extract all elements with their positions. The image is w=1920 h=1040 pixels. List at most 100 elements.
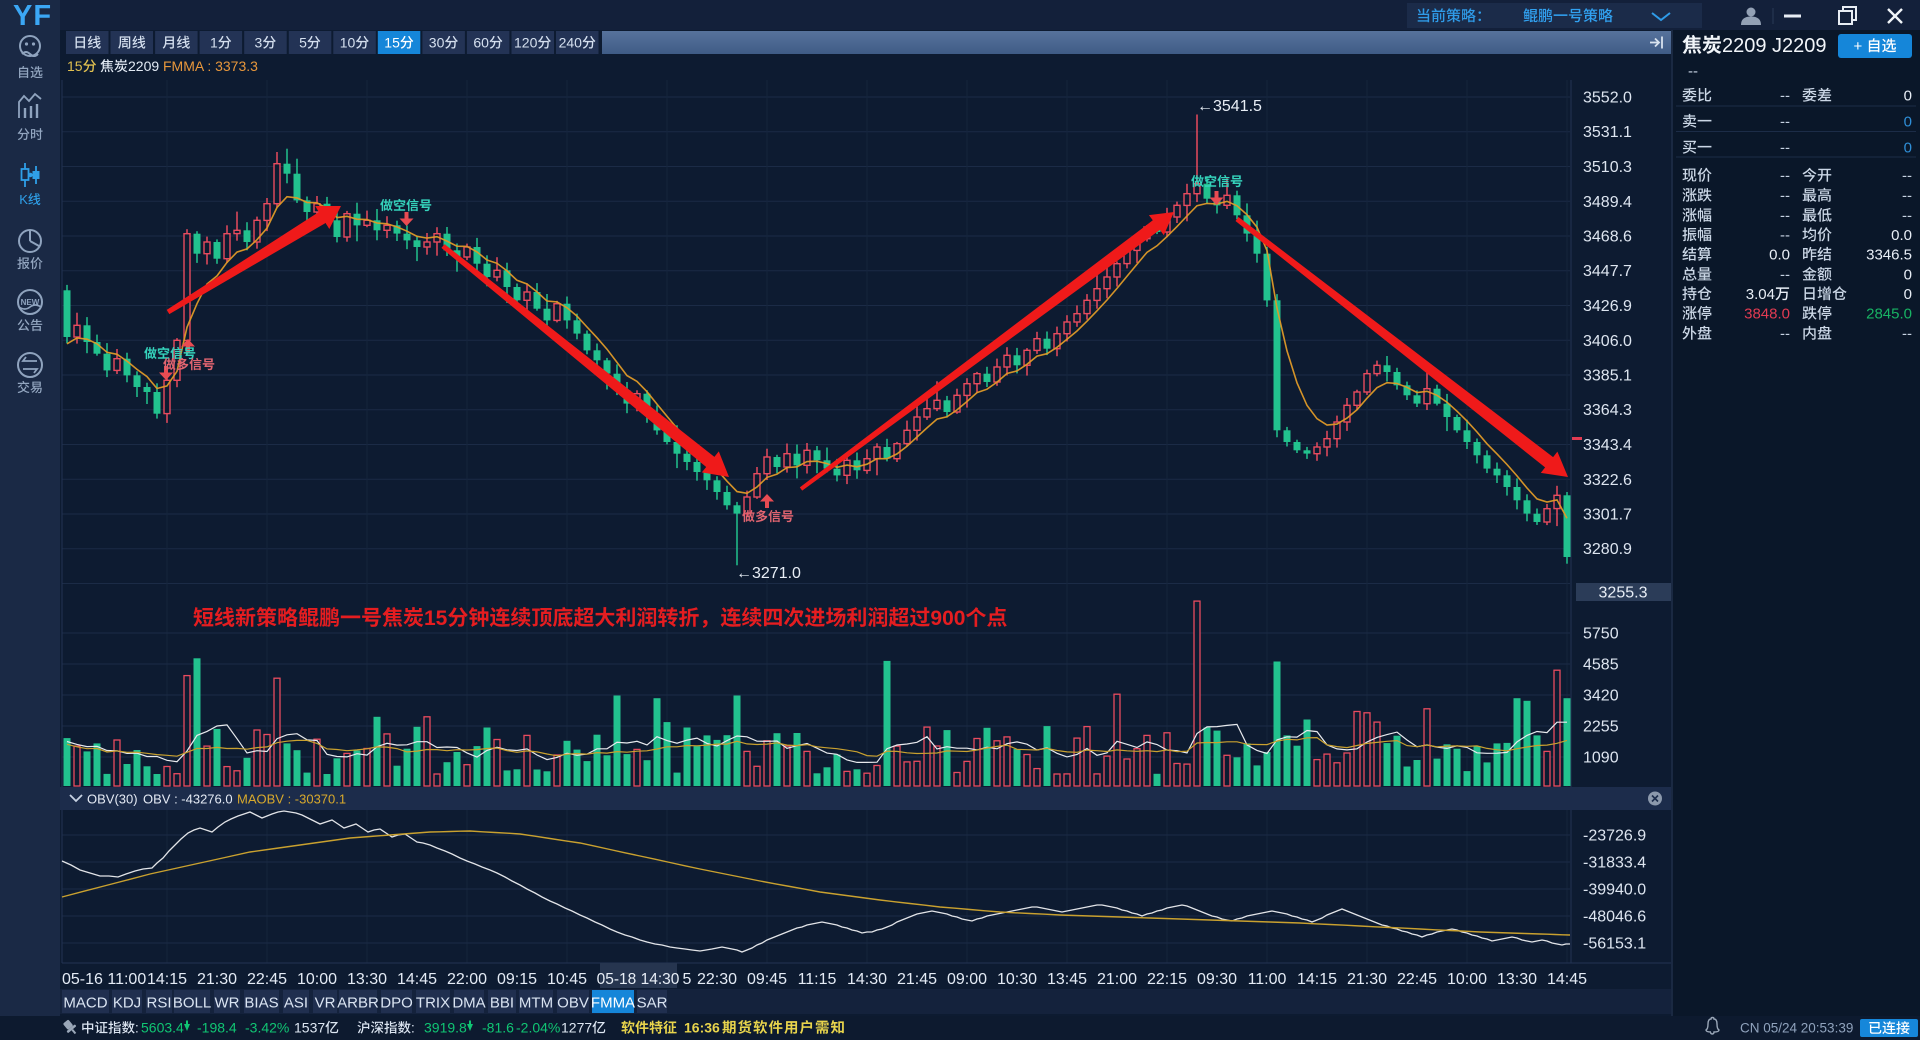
svg-text:10:00: 10:00 bbox=[297, 971, 337, 988]
svg-text:3510.3: 3510.3 bbox=[1583, 159, 1632, 176]
svg-text:22:00: 22:00 bbox=[447, 971, 487, 988]
svg-text:3489.4: 3489.4 bbox=[1583, 194, 1632, 211]
svg-text:--: -- bbox=[1780, 140, 1790, 157]
svg-text:14:30: 14:30 bbox=[847, 971, 887, 988]
svg-text:2209: 2209 bbox=[128, 58, 159, 74]
svg-text:4585: 4585 bbox=[1583, 657, 1619, 674]
svg-text:21:30: 21:30 bbox=[197, 971, 237, 988]
svg-text:22:45: 22:45 bbox=[1397, 971, 1437, 988]
svg-text:BBI: BBI bbox=[490, 995, 514, 1012]
svg-text::: : bbox=[411, 1021, 415, 1036]
svg-text:--: -- bbox=[1902, 326, 1912, 343]
svg-text:5: 5 bbox=[299, 35, 307, 51]
svg-text:10: 10 bbox=[340, 35, 356, 51]
svg-text:5: 5 bbox=[683, 971, 692, 988]
svg-text:--: -- bbox=[1780, 88, 1790, 105]
svg-text:MTM: MTM bbox=[519, 995, 553, 1012]
svg-text:22:45: 22:45 bbox=[247, 971, 287, 988]
svg-text:10:30: 10:30 bbox=[997, 971, 1037, 988]
svg-text:13:45: 13:45 bbox=[1047, 971, 1087, 988]
svg-text:05-16 11:00: 05-16 11:00 bbox=[62, 971, 146, 988]
svg-text:09:15: 09:15 bbox=[497, 971, 537, 988]
svg-text:0: 0 bbox=[1904, 140, 1912, 157]
svg-text:2209 J2209: 2209 J2209 bbox=[1722, 35, 1827, 57]
svg-text:--: -- bbox=[1780, 326, 1790, 343]
svg-text:09:00: 09:00 bbox=[947, 971, 987, 988]
svg-text:CN 05/24 20:53:39: CN 05/24 20:53:39 bbox=[1740, 1021, 1853, 1036]
svg-text:←3541.5: ←3541.5 bbox=[1197, 98, 1262, 115]
svg-text:11:15: 11:15 bbox=[798, 971, 837, 988]
svg-text:ASI: ASI bbox=[284, 995, 308, 1012]
svg-text:FMMA : 3373.3: FMMA : 3373.3 bbox=[163, 58, 258, 74]
svg-text:ARBR: ARBR bbox=[337, 995, 379, 1012]
svg-text:0.0: 0.0 bbox=[1891, 227, 1912, 244]
svg-text:13:30: 13:30 bbox=[1497, 971, 1537, 988]
svg-text:3255.3: 3255.3 bbox=[1599, 585, 1648, 602]
svg-text:3919.8: 3919.8 bbox=[424, 1020, 467, 1036]
svg-text:1277: 1277 bbox=[561, 1020, 592, 1036]
svg-text:16:36: 16:36 bbox=[684, 1020, 720, 1036]
svg-text:5750: 5750 bbox=[1583, 626, 1619, 643]
svg-text:BIAS: BIAS bbox=[244, 995, 278, 1012]
svg-text:10:45: 10:45 bbox=[547, 971, 587, 988]
svg-text:DPO: DPO bbox=[380, 995, 413, 1012]
svg-text:60: 60 bbox=[473, 35, 489, 51]
svg-text:←3271.0: ←3271.0 bbox=[736, 565, 801, 582]
svg-text:KDJ: KDJ bbox=[113, 995, 141, 1012]
svg-text:--: -- bbox=[1780, 227, 1790, 244]
svg-text:-48046.6: -48046.6 bbox=[1583, 909, 1646, 926]
svg-text:+: + bbox=[1854, 38, 1863, 55]
svg-text:-81.6: -81.6 bbox=[482, 1020, 514, 1036]
svg-text:0: 0 bbox=[1904, 267, 1912, 284]
svg-text:NEW: NEW bbox=[21, 298, 40, 307]
svg-text:-3.42%: -3.42% bbox=[245, 1020, 289, 1036]
svg-text:RSI: RSI bbox=[146, 995, 171, 1012]
svg-text:0: 0 bbox=[1904, 114, 1912, 131]
svg-text:3447.7: 3447.7 bbox=[1583, 263, 1632, 280]
svg-text:K: K bbox=[19, 192, 28, 207]
svg-text:3322.6: 3322.6 bbox=[1583, 472, 1632, 489]
svg-text:14:15: 14:15 bbox=[1297, 971, 1337, 988]
svg-text:-23726.9: -23726.9 bbox=[1583, 828, 1646, 845]
svg-text:OBV : -43276.0: OBV : -43276.0 bbox=[143, 792, 233, 807]
svg-text:900: 900 bbox=[930, 607, 965, 630]
svg-text:--: -- bbox=[1780, 114, 1790, 131]
svg-text::: : bbox=[135, 1021, 139, 1036]
svg-text:SAR: SAR bbox=[637, 995, 668, 1012]
svg-text:240: 240 bbox=[559, 35, 583, 51]
svg-text:0.0: 0.0 bbox=[1769, 247, 1790, 264]
svg-text:3406.0: 3406.0 bbox=[1583, 333, 1632, 350]
svg-text:OBV(30): OBV(30) bbox=[87, 792, 138, 807]
svg-text:--: -- bbox=[1780, 168, 1790, 185]
svg-text:3.04: 3.04 bbox=[1746, 286, 1775, 303]
svg-text:-198.4: -198.4 bbox=[197, 1020, 237, 1036]
svg-text:15: 15 bbox=[67, 58, 83, 74]
svg-text:TRIX: TRIX bbox=[416, 995, 450, 1012]
svg-text:3364.3: 3364.3 bbox=[1583, 402, 1632, 419]
svg-text:21:45: 21:45 bbox=[897, 971, 937, 988]
svg-text:120: 120 bbox=[514, 35, 538, 51]
svg-text:05-18 14:30: 05-18 14:30 bbox=[597, 971, 680, 988]
svg-text:1090: 1090 bbox=[1583, 750, 1619, 767]
svg-text:10:00: 10:00 bbox=[1447, 971, 1487, 988]
svg-text:0: 0 bbox=[1904, 88, 1912, 105]
svg-text:13:30: 13:30 bbox=[347, 971, 387, 988]
svg-text:14:45: 14:45 bbox=[1547, 971, 1587, 988]
svg-text:11:00: 11:00 bbox=[1248, 971, 1287, 988]
svg-text:09:30: 09:30 bbox=[1197, 971, 1237, 988]
svg-text:3346.5: 3346.5 bbox=[1866, 247, 1912, 264]
svg-text:VR: VR bbox=[315, 995, 336, 1012]
svg-text:--: -- bbox=[1902, 208, 1912, 225]
svg-text:-2.04%: -2.04% bbox=[516, 1020, 560, 1036]
svg-text:BOLL: BOLL bbox=[173, 995, 211, 1012]
svg-text:--: -- bbox=[1780, 267, 1790, 284]
svg-text:--: -- bbox=[1780, 208, 1790, 225]
svg-text:15: 15 bbox=[384, 35, 400, 51]
svg-text:3468.6: 3468.6 bbox=[1583, 229, 1632, 246]
svg-text:MAOBV : -30370.1: MAOBV : -30370.1 bbox=[237, 792, 346, 807]
svg-text:--: -- bbox=[1902, 188, 1912, 205]
svg-text:3280.9: 3280.9 bbox=[1583, 541, 1632, 558]
svg-text:DMA: DMA bbox=[452, 995, 485, 1012]
svg-text:OBV: OBV bbox=[557, 995, 589, 1012]
svg-text:21:00: 21:00 bbox=[1097, 971, 1137, 988]
